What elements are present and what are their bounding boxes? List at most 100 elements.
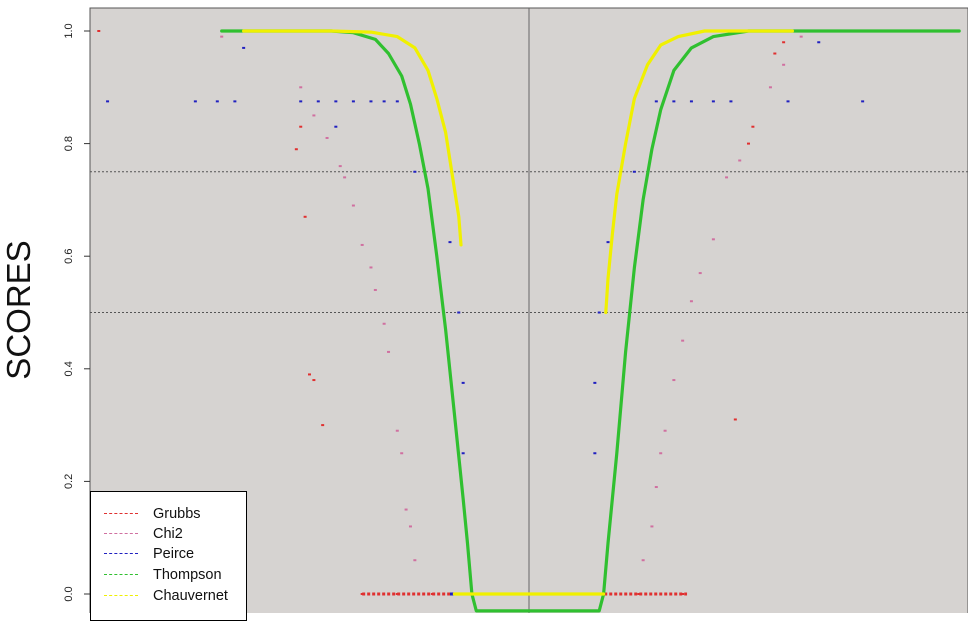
legend: Grubbs Chi2 Peirce Thompson Chauvernet <box>90 491 247 621</box>
series-peirce-point-13 <box>413 170 417 173</box>
legend-swatch-peirce <box>104 553 138 554</box>
series-chi2-point-8 <box>369 266 373 269</box>
series-chi2-point-30 <box>782 63 786 66</box>
series-peirce-point-19 <box>593 381 597 384</box>
series-chi2-point-3 <box>325 136 329 139</box>
legend-label-thompson: Thompson <box>153 567 222 583</box>
series-grubbs-point-14 <box>733 418 737 421</box>
series-peirce-point-3 <box>233 100 237 103</box>
series-peirce-point-9 <box>369 100 373 103</box>
series-peirce-point-12 <box>334 125 338 128</box>
legend-label-chi2: Chi2 <box>153 526 183 542</box>
legend-item-grubbs: Grubbs <box>91 504 248 524</box>
series-peirce-point-27 <box>729 100 733 103</box>
series-grubbs-point-18 <box>782 41 786 44</box>
series-chi2-point-20 <box>659 452 663 455</box>
series-peirce-point-21 <box>606 241 610 244</box>
legend-item-peirce: Peirce <box>91 544 248 564</box>
series-grubbs-point-7 <box>321 424 325 427</box>
series-peirce-point-0 <box>106 100 110 103</box>
series-chi2-point-13 <box>400 452 404 455</box>
series-chi2-point-18 <box>650 525 654 528</box>
series-grubbs-point-17 <box>773 52 777 55</box>
legend-swatch-chauvernet <box>104 595 138 596</box>
series-grubbs-point-8 <box>360 593 364 595</box>
series-peirce-point-28 <box>786 100 790 103</box>
series-thompson-curve-0 <box>220 29 961 613</box>
series-chi2-point-17 <box>641 559 645 562</box>
series-peirce-point-18 <box>593 452 597 455</box>
series-peirce-point-10 <box>382 100 386 103</box>
series-chi2-point-25 <box>698 272 702 275</box>
series-peirce-point-11 <box>395 100 399 103</box>
legend-swatch-grubbs <box>104 513 138 514</box>
series-grubbs-point-13 <box>681 593 685 595</box>
series-grubbs-point-0 <box>97 30 101 32</box>
series-chi2-point-1 <box>299 86 303 89</box>
series-chi2-point-15 <box>408 525 412 528</box>
legend-item-chauvernet: Chauvernet <box>91 586 248 606</box>
series-grubbs-point-2 <box>299 125 303 128</box>
series-peirce-point-23 <box>654 100 658 103</box>
y-tick-label-1: 0.2 <box>63 474 75 489</box>
series-peirce-point-16 <box>461 381 465 384</box>
series-chi2-point-9 <box>373 288 377 291</box>
series-chi2-point-21 <box>663 429 667 432</box>
y-tick-label-3: 0.6 <box>63 249 75 264</box>
legend-item-chi2: Chi2 <box>91 524 248 544</box>
series-grubbs-point-10 <box>430 593 434 595</box>
series-chi2-point-6 <box>351 204 355 207</box>
series-grubbs-point-9 <box>395 593 399 595</box>
series-peirce-point-29 <box>817 41 821 44</box>
legend-label-peirce: Peirce <box>153 546 195 562</box>
series-grubbs-point-5 <box>308 373 311 376</box>
series-grubbs-point-6 <box>312 379 316 382</box>
series-chi2-point-16 <box>413 559 417 562</box>
legend-item-thompson: Thompson <box>91 565 248 585</box>
y-tick-label-0: 0.0 <box>63 586 75 601</box>
series-peirce-point-5 <box>299 100 303 103</box>
y-tick-label-5: 1.0 <box>63 23 75 38</box>
series-chi2-point-19 <box>654 486 658 489</box>
legend-swatch-thompson <box>104 574 138 575</box>
y-tick-label-2: 0.4 <box>63 361 75 376</box>
series-peirce-point-8 <box>351 100 355 103</box>
series-peirce-point-20 <box>597 311 601 314</box>
series-peirce-point-22 <box>632 170 636 173</box>
series-chi2-point-24 <box>689 300 693 303</box>
series-peirce-point-30 <box>861 100 865 103</box>
series-grubbs-point-12 <box>637 593 641 595</box>
reference-lines <box>90 8 968 613</box>
series-chi2-point-4 <box>338 165 342 168</box>
series-peirce-point-4 <box>242 46 246 49</box>
series-chi2-point-31 <box>799 35 803 38</box>
series-peirce-point-15 <box>457 311 461 314</box>
series-peirce-point-2 <box>215 100 219 103</box>
series-chi2-point-11 <box>387 350 391 353</box>
series-peirce-point-25 <box>689 100 693 103</box>
series-chi2-point-29 <box>768 86 772 89</box>
legend-label-chauvernet: Chauvernet <box>153 588 228 604</box>
series-chi2-point-27 <box>725 176 729 179</box>
series-grubbs-point-15 <box>747 142 750 145</box>
series-peirce-point-14 <box>448 241 452 244</box>
series-chi2-point-10 <box>382 322 386 325</box>
data-marks <box>97 29 961 613</box>
y-tick-label-4: 0.8 <box>63 136 75 151</box>
series-chauvernet-curve-2 <box>604 29 794 315</box>
series-chi2-point-22 <box>672 379 676 382</box>
y-axis: 0.0 0.2 0.4 0.6 0.8 1.0 <box>63 23 90 602</box>
series-chauvernet-curve-0 <box>242 29 463 247</box>
series-chi2-point-0 <box>220 35 224 38</box>
series-peirce-point-24 <box>672 100 676 103</box>
series-grubbs-point-3 <box>294 148 298 151</box>
series-chi2-point-28 <box>738 159 742 162</box>
series-peirce-point-17 <box>461 452 465 455</box>
series-chi2-point-7 <box>360 243 364 246</box>
legend-label-grubbs: Grubbs <box>153 506 201 522</box>
legend-swatch-chi2 <box>104 533 138 534</box>
series-chi2-point-14 <box>404 508 408 511</box>
series-peirce-point-1 <box>193 100 197 103</box>
series-grubbs-point-16 <box>751 125 755 128</box>
y-axis-label: SCORES <box>0 240 37 380</box>
